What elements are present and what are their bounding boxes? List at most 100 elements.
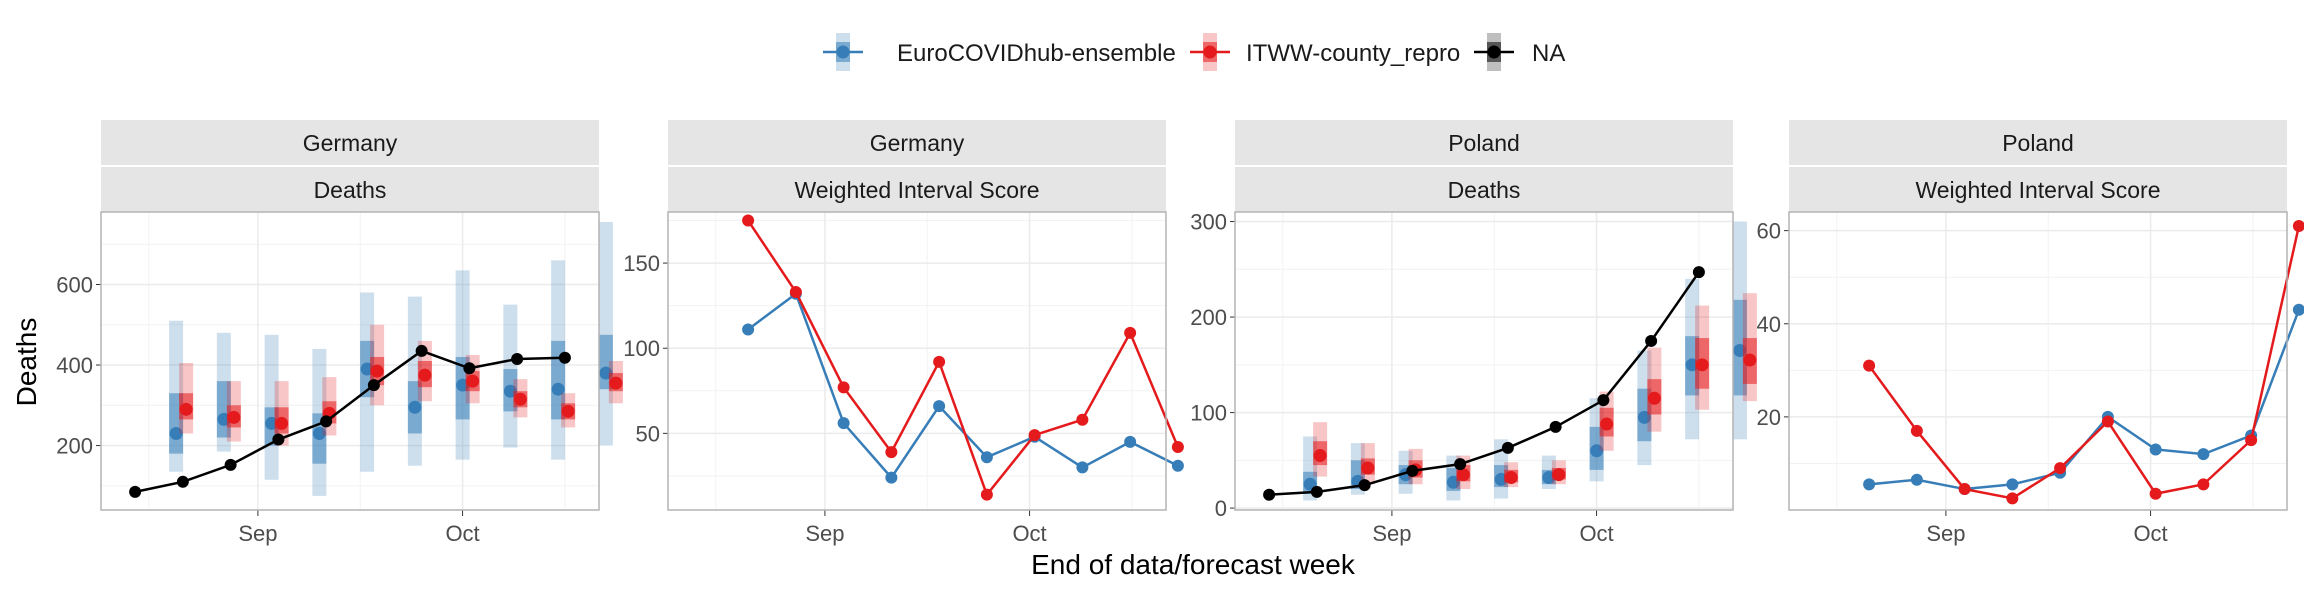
median-point <box>408 400 422 414</box>
score-point <box>933 400 946 413</box>
facet-strip <box>101 120 599 165</box>
score-line <box>747 219 1180 498</box>
observed-point <box>129 485 142 498</box>
median-point <box>1504 471 1518 485</box>
y-tick-label: 400 <box>56 353 93 378</box>
median-point <box>1313 449 1327 463</box>
y-tick-label: 60 <box>1757 219 1781 244</box>
median-point <box>275 416 289 430</box>
observed-point <box>1406 464 1419 477</box>
observed-point <box>1645 334 1658 347</box>
score-point <box>2006 478 2019 491</box>
observed-point <box>1358 479 1371 492</box>
median-point <box>169 426 183 440</box>
x-tick-label: Sep <box>1926 521 1965 546</box>
median-point <box>1552 468 1566 482</box>
observed-series <box>129 344 571 498</box>
median-point <box>466 374 480 388</box>
score-point <box>742 214 755 227</box>
median-point <box>179 402 193 416</box>
score-point <box>2149 443 2162 456</box>
legend-item: EuroCOVIDhub-ensemble <box>823 33 1176 71</box>
score-point <box>2197 478 2210 491</box>
score-point <box>2197 448 2210 461</box>
observed-line <box>1269 271 1700 496</box>
median-point <box>312 426 326 440</box>
x-tick-label: Oct <box>445 521 479 546</box>
observed-point <box>463 362 476 375</box>
observed-point <box>176 475 189 488</box>
observed-point <box>415 344 428 357</box>
facet-panel: Poland Deaths 0 100 200 300 Sep Oct <box>1190 120 1757 546</box>
observed-line <box>134 349 565 494</box>
score-point <box>1171 459 1184 472</box>
score-point <box>1863 478 1876 491</box>
score-series <box>1863 219 2304 505</box>
score-point <box>980 451 993 464</box>
x-tick-label: Oct <box>1579 521 1613 546</box>
x-tick-label: Sep <box>238 521 277 546</box>
panel-border <box>1788 211 2288 511</box>
median-point <box>1590 444 1604 458</box>
legend-label: NA <box>1532 40 1565 67</box>
y-tick-label: 50 <box>636 421 660 446</box>
score-point <box>1171 440 1184 453</box>
facet-strip-label: Deaths <box>1448 177 1521 203</box>
observed-point <box>367 379 380 392</box>
score-point <box>2292 303 2304 316</box>
facet-panel: Germany Deaths 200 400 600 Sep Oct <box>56 120 623 546</box>
median-point <box>551 382 565 396</box>
score-point <box>885 446 898 459</box>
observed-point <box>1549 420 1562 433</box>
y-axis-title: Deaths <box>11 318 42 407</box>
panel-border <box>1234 211 1734 511</box>
score-point <box>837 417 850 430</box>
panel-border <box>667 211 1167 511</box>
y-tick-label: 20 <box>1757 405 1781 430</box>
facet-strip-label: Poland <box>1448 130 1520 156</box>
score-point <box>1076 461 1089 474</box>
y-tick-label: 150 <box>623 251 660 276</box>
panel-border <box>100 211 600 511</box>
median-point <box>513 392 527 406</box>
score-point <box>1076 413 1089 426</box>
facet-strip <box>1789 120 2287 165</box>
x-tick-label: Sep <box>1372 521 1411 546</box>
median-point <box>370 364 384 378</box>
median-point <box>418 368 432 382</box>
observed-point <box>1597 394 1610 407</box>
observed-point <box>1310 485 1323 498</box>
legend-item: NA <box>1474 33 1565 71</box>
score-point <box>2292 219 2304 232</box>
facet-strip <box>1235 120 1733 165</box>
score-point <box>1124 435 1137 448</box>
score-series <box>742 287 1184 484</box>
facet-strip-label: Germany <box>870 130 965 156</box>
facet-strip-label: Deaths <box>314 177 387 203</box>
median-point <box>1743 353 1757 367</box>
x-axis-title: End of data/forecast week <box>1031 549 1356 580</box>
legend-item: ITWW-county_repro <box>1190 33 1460 71</box>
y-tick-label: 200 <box>56 434 93 459</box>
median-point <box>609 376 623 390</box>
observed-point <box>224 458 237 471</box>
legend-key-point <box>1487 45 1501 59</box>
facet-strip <box>668 167 1166 212</box>
y-tick-label: 100 <box>623 336 660 361</box>
x-tick-label: Sep <box>805 521 844 546</box>
x-tick-label: Oct <box>1012 521 1046 546</box>
y-tick-label: 200 <box>1190 305 1227 330</box>
score-point <box>837 381 850 394</box>
score-point <box>789 286 802 299</box>
observed-point <box>1263 488 1276 501</box>
score-point <box>1124 326 1137 339</box>
observed-point <box>1692 266 1705 279</box>
plot-area <box>1789 212 2287 510</box>
facet-strip <box>101 167 599 212</box>
plot-area <box>668 212 1166 510</box>
x-tick-label: Oct <box>2133 521 2167 546</box>
legend-label: EuroCOVIDhub-ensemble <box>897 40 1176 67</box>
median-point <box>1647 391 1661 405</box>
